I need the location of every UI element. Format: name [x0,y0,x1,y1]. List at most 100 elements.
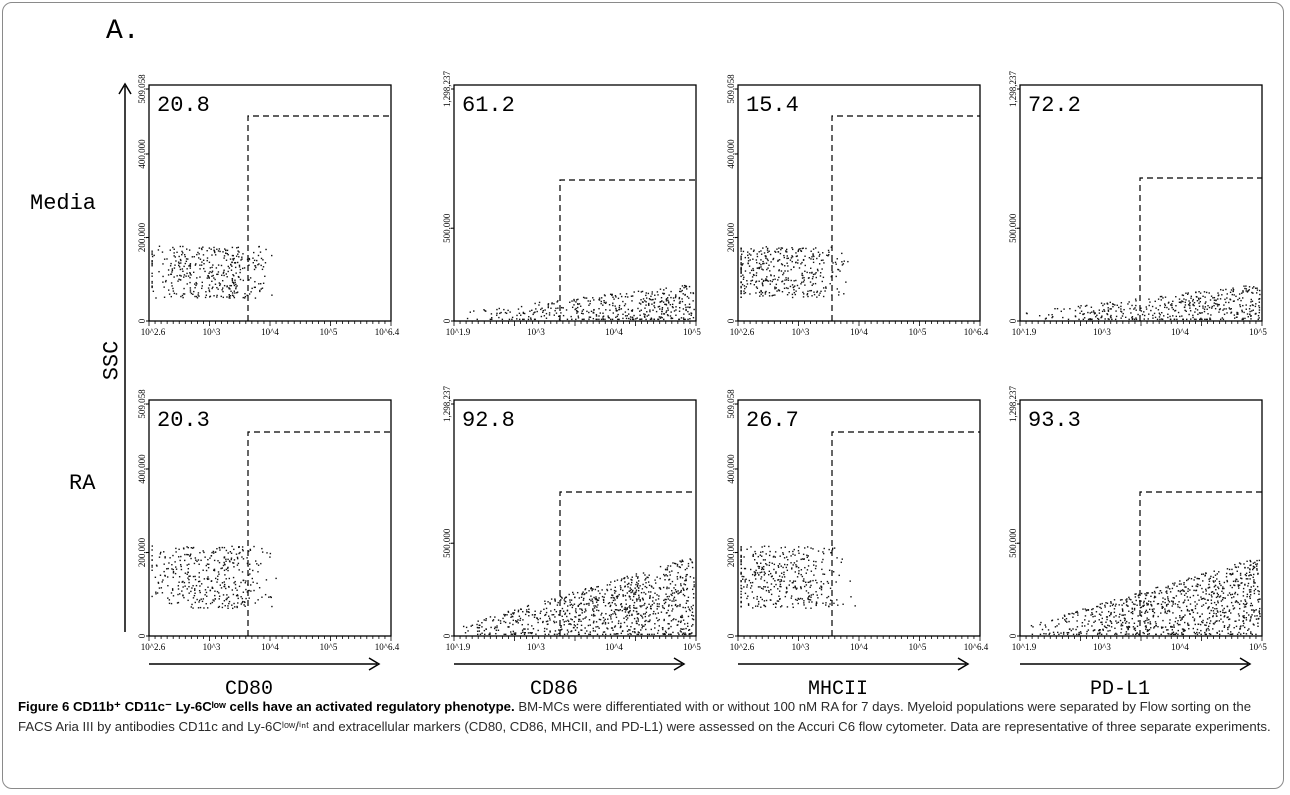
event-dot [556,604,559,606]
event-dot [597,590,600,592]
event-dot [570,599,573,601]
event-dot [237,253,239,255]
event-dot [757,603,760,605]
event-dot [1145,626,1147,628]
event-dot [1147,603,1149,605]
event-dot [563,624,565,626]
event-dot [801,575,804,578]
event-dot [1249,574,1251,576]
event-dot [260,562,262,565]
event-dot [521,624,523,626]
event-dot [614,599,616,601]
event-dot [205,564,208,567]
event-dot [1092,310,1095,312]
event-dot [237,595,239,597]
x-tick-label: 10^2.6 [730,327,755,337]
event-dot [796,599,798,601]
event-dot [740,296,742,298]
event-dot [614,609,617,611]
event-dot [1165,586,1167,589]
event-dot [218,547,221,549]
event-dot [159,574,162,576]
event-dot [1064,619,1066,621]
event-dot [744,581,746,583]
event-dot [1223,625,1226,627]
event-dot [1187,599,1190,601]
event-dot [220,295,222,298]
event-dot [1148,304,1150,307]
event-dot [192,597,195,599]
event-dot [757,605,759,607]
event-dot [1100,316,1102,319]
event-dot [657,629,660,632]
event-dot [803,585,806,588]
event-dot [1154,316,1157,319]
event-dot [151,280,153,283]
event-dot [1167,313,1169,315]
event-dot [810,267,812,269]
event-dot [1135,633,1137,636]
event-dot [806,556,808,559]
event-dot [194,295,196,298]
event-dot [262,282,265,284]
event-dot [189,575,191,577]
event-dot [189,287,192,289]
event-dot [580,624,583,627]
event-dot [1240,577,1242,579]
event-dot [664,579,666,581]
event-dot [1124,633,1127,636]
event-dot [1226,568,1229,570]
event-dot [629,318,632,321]
event-dot [497,619,500,621]
event-dot [593,620,595,623]
event-dot [633,592,635,595]
event-dot [1120,628,1123,630]
event-dot [612,629,614,631]
event-dot [1237,601,1239,604]
event-dot [248,597,250,599]
event-dot [813,560,815,563]
event-dot [796,284,799,287]
event-dot [177,556,180,558]
event-dot [1146,629,1149,631]
event-dot [1238,293,1241,295]
event-dot [232,593,235,596]
event-dot [526,605,529,608]
event-dot [565,309,568,311]
event-dot [199,552,201,554]
event-dot [1155,623,1157,625]
event-dot [1247,316,1249,318]
event-dot [161,581,163,583]
event-dot [645,292,647,294]
event-dot [175,260,177,262]
event-dot [668,294,670,296]
event-dot [1203,310,1206,313]
event-dot [575,307,577,310]
event-dot [1127,303,1129,305]
event-dot [1157,602,1160,605]
event-dot [624,577,626,579]
event-dot [1150,603,1152,606]
event-dot [572,626,575,629]
event-dot [1204,318,1206,321]
event-dot [783,580,785,582]
event-dot [239,551,241,554]
event-dot [675,618,677,621]
event-dot [637,580,640,582]
event-dot [1172,612,1174,614]
event-dot [1141,611,1143,613]
event-dot [679,307,681,309]
event-dot [207,578,209,581]
event-dot [824,290,826,292]
event-dot [257,599,259,601]
event-dot [641,318,643,320]
event-dot [1204,624,1206,626]
event-dot [765,278,767,280]
event-dot [498,316,500,319]
event-dot [1198,318,1201,321]
event-dot [1256,289,1259,291]
event-dot [578,597,581,599]
event-dot [760,264,762,266]
event-dot [520,608,522,611]
